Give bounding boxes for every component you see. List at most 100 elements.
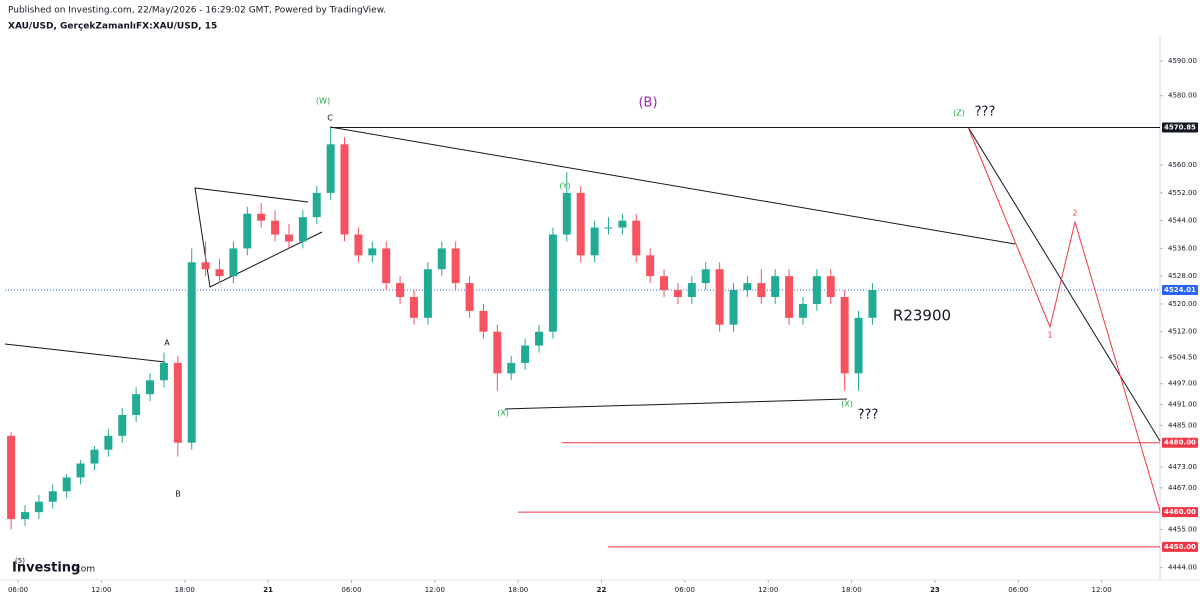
triangle xyxy=(194,187,323,288)
wave-label: (X) xyxy=(497,409,509,418)
candle-body xyxy=(159,362,168,381)
candle-body xyxy=(146,380,155,395)
y-tick-label: 4528.00 xyxy=(1168,272,1197,280)
candle-body xyxy=(729,290,738,325)
wave-label: (W) xyxy=(316,97,330,106)
wave-label: ??? xyxy=(975,105,996,120)
candle-body xyxy=(396,283,405,297)
candle-body xyxy=(229,248,238,277)
logo-suffix: .com xyxy=(73,565,95,575)
x-tick-label: 06:00 xyxy=(341,586,361,594)
x-tick-label: 06:00 xyxy=(1008,586,1028,594)
y-tick-label: 4473.00 xyxy=(1168,463,1197,471)
candle-body xyxy=(618,220,627,228)
x-tick-label: 12:00 xyxy=(758,586,778,594)
y-tick-label: 4590.00 xyxy=(1168,57,1197,65)
candle-body xyxy=(854,317,863,374)
x-tick-label: 18:00 xyxy=(175,586,195,594)
y-tick-label: 4485.00 xyxy=(1168,421,1197,429)
candle-body xyxy=(785,276,794,318)
candle-body xyxy=(354,234,363,256)
y-tick-label: 4455.00 xyxy=(1168,525,1197,533)
x-tick-label: 18:00 xyxy=(841,586,861,594)
price-label-box xyxy=(1162,285,1198,296)
candle-body xyxy=(132,394,141,415)
price-label-box xyxy=(1162,507,1198,518)
candle-body xyxy=(423,269,432,318)
projection-path xyxy=(967,126,1161,512)
wave-label: C xyxy=(327,114,333,123)
candle-body xyxy=(340,144,349,235)
candle-body xyxy=(465,283,474,311)
x-tick-label: 22 xyxy=(597,586,607,594)
wave-label: (5) xyxy=(15,557,25,565)
wave-label: (Z) xyxy=(953,109,965,118)
symbol-title: XAU/USD, GerçekZamanlıFX:XAU/USD, 15 xyxy=(8,22,217,32)
x-tick-label: 12:00 xyxy=(425,586,445,594)
candle-body xyxy=(271,220,280,235)
candle-body xyxy=(451,248,460,284)
x-tick-label: 06:00 xyxy=(8,586,28,594)
candle-body xyxy=(868,290,877,318)
candle-body xyxy=(507,362,516,374)
y-tick-label: 4504.50 xyxy=(1168,354,1197,362)
wave-label: ??? xyxy=(858,408,879,423)
wave-label: R23900 xyxy=(893,307,951,325)
wave-label: A xyxy=(164,339,170,348)
candle-body xyxy=(548,234,557,332)
candle-body xyxy=(757,283,766,297)
candle-body xyxy=(257,213,266,221)
candle-body xyxy=(7,435,16,520)
candle-body xyxy=(312,192,321,218)
y-tick-label: 4467.00 xyxy=(1168,484,1197,492)
candle-body xyxy=(90,449,99,464)
candle-body xyxy=(826,276,835,297)
candle-body xyxy=(187,262,196,443)
trend-line xyxy=(329,126,1016,245)
candle-body xyxy=(479,310,488,332)
y-tick-label: 4497.00 xyxy=(1168,380,1197,388)
candle-body xyxy=(576,192,585,256)
candle-body xyxy=(687,283,696,297)
wave-label: 2 xyxy=(1072,209,1077,218)
x-tick-label: 21 xyxy=(263,586,273,594)
candle-body xyxy=(104,435,113,450)
price-label-box xyxy=(1162,437,1198,448)
candle-body xyxy=(840,296,849,374)
wave-label: (X) xyxy=(841,400,853,409)
y-tick-label: 4444.00 xyxy=(1168,564,1197,572)
price-label: 4450.00 xyxy=(1164,543,1196,551)
x-tick-label: 23 xyxy=(930,586,940,594)
candle-body xyxy=(632,220,641,256)
candle-body xyxy=(298,217,307,242)
y-tick-label: 4552.00 xyxy=(1168,189,1197,197)
candle-body xyxy=(743,283,752,291)
candle-body xyxy=(118,414,127,436)
candle-body xyxy=(673,290,682,297)
candle-body xyxy=(284,234,293,242)
y-tick-label: 4536.00 xyxy=(1168,244,1197,252)
trend-line xyxy=(967,126,1161,442)
y-tick-label: 4580.00 xyxy=(1168,92,1197,100)
candle-body xyxy=(590,227,599,256)
candle-body xyxy=(326,144,335,193)
x-tick-label: 12:00 xyxy=(91,586,111,594)
candle-body xyxy=(715,269,724,325)
wave-label: B xyxy=(175,490,181,499)
price-label-box xyxy=(1162,122,1198,133)
candle-body xyxy=(382,248,391,284)
logo-name: Investing xyxy=(12,561,80,576)
y-tick-label: 4520.00 xyxy=(1168,300,1197,308)
candle-body xyxy=(409,296,418,318)
candle-body xyxy=(21,512,30,520)
price-label: 4524.01 xyxy=(1164,286,1196,294)
candle-body xyxy=(812,276,821,304)
candle-body xyxy=(368,248,377,256)
trend-line xyxy=(504,398,848,410)
price-label: 4460.00 xyxy=(1164,508,1196,516)
candle-body xyxy=(215,269,224,277)
candle-body xyxy=(646,255,655,277)
wave-label: (B) xyxy=(638,96,657,111)
